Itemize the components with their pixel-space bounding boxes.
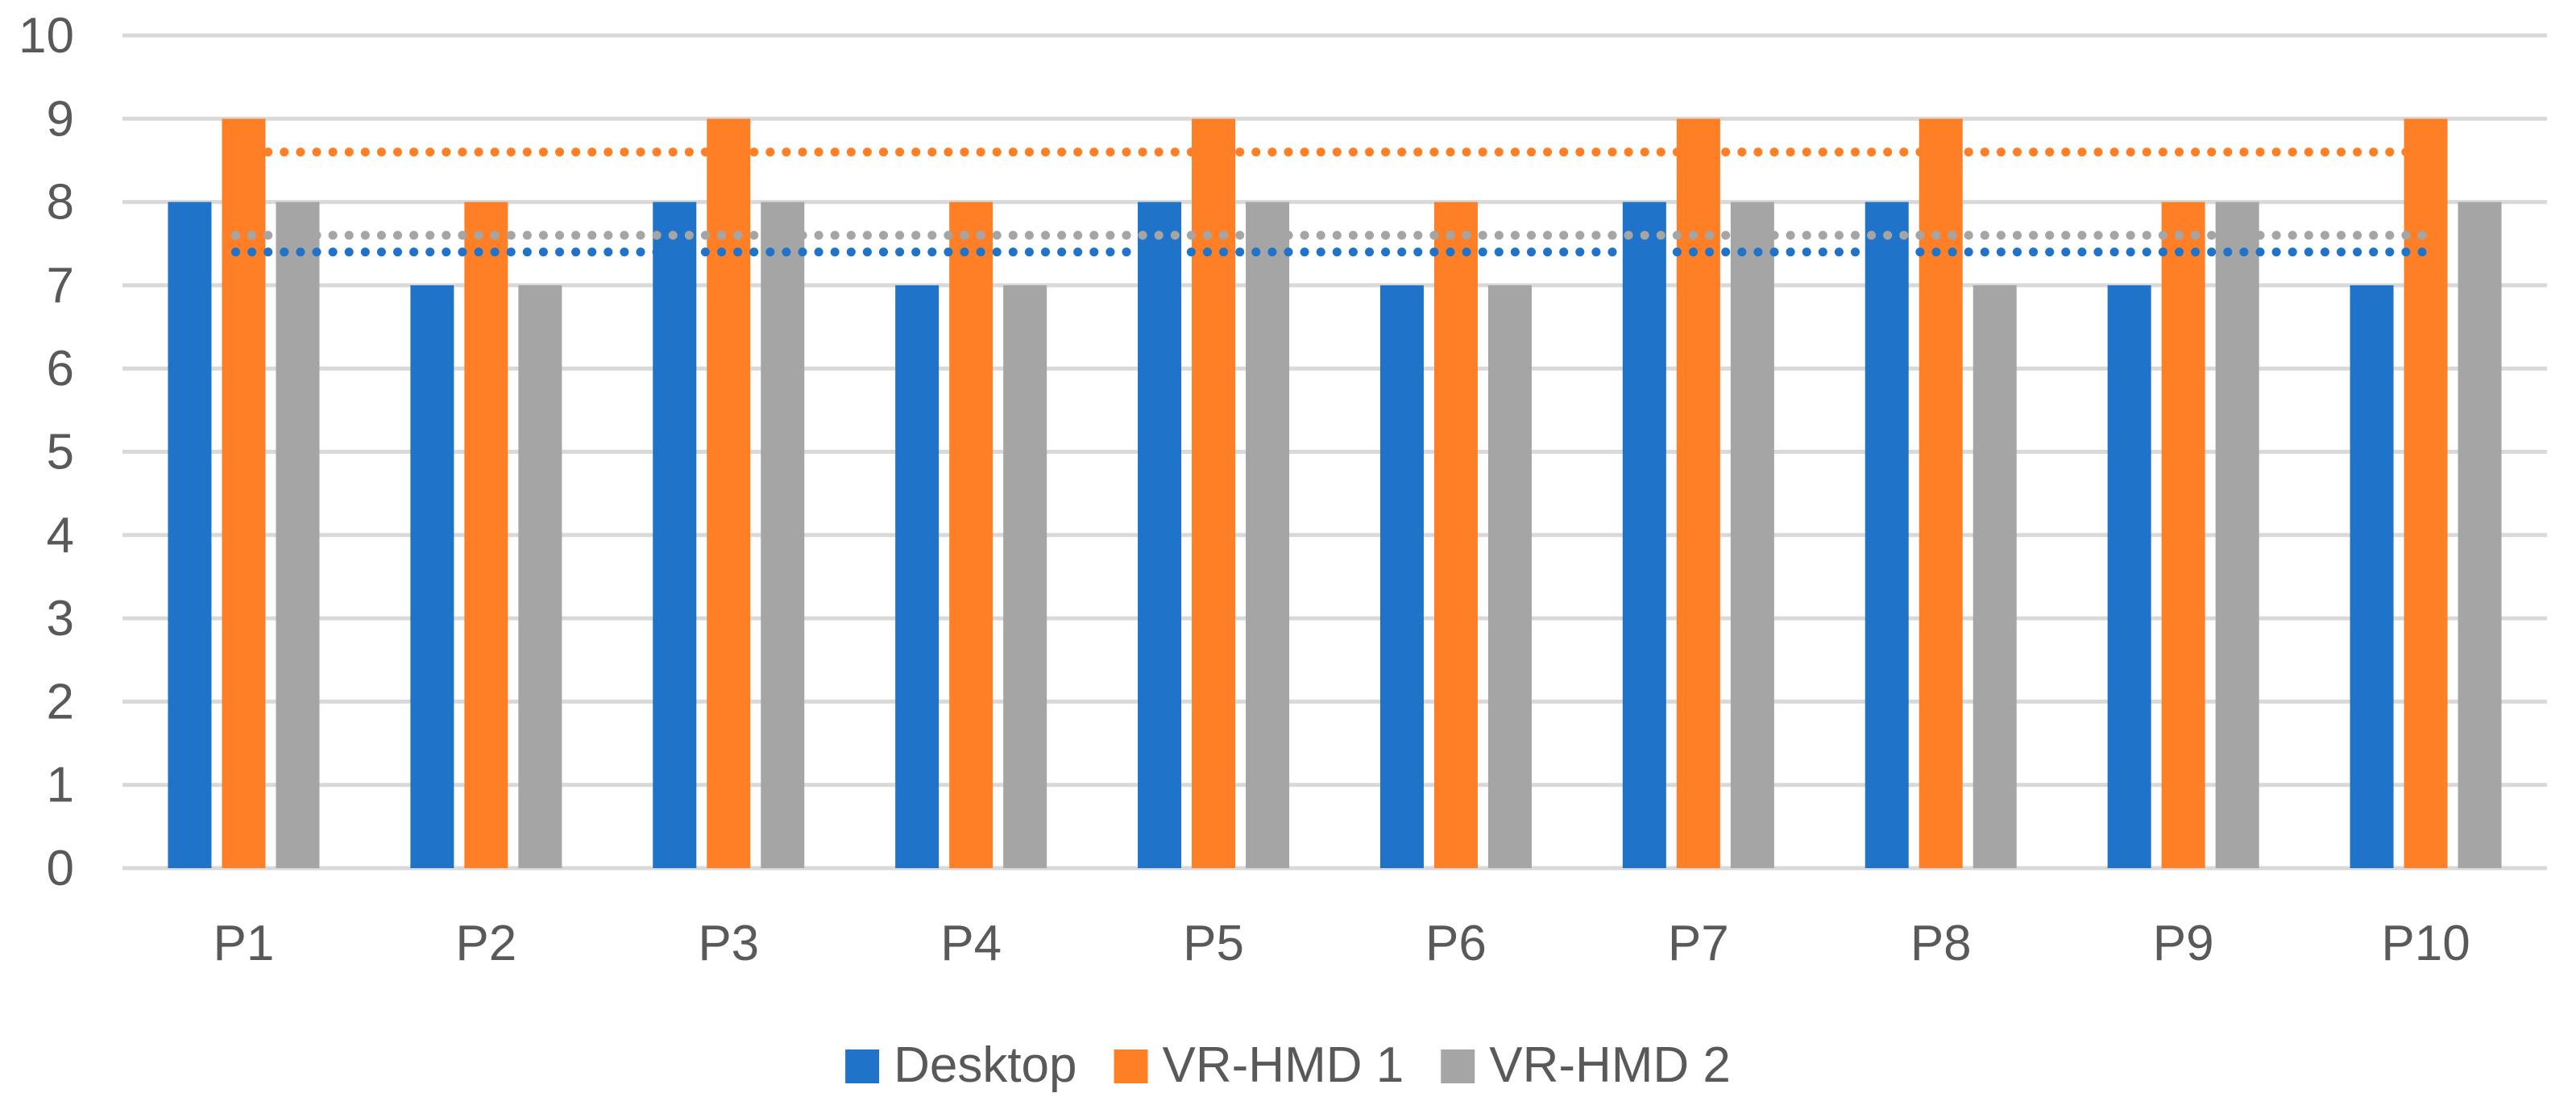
legend-swatch — [845, 1049, 880, 1083]
bar-desktop-p2 — [410, 285, 454, 868]
y-tick-label: 8 — [47, 175, 74, 231]
legend-label: VR-HMD 1 — [1163, 1037, 1404, 1093]
y-tick-label: 5 — [47, 425, 74, 480]
bar-vr-hmd-2-p9 — [2215, 202, 2259, 869]
x-axis-tick-labels: P1 P2 P3 P4 P5 P6 P7 P8 P9 P10 — [214, 916, 2470, 971]
bar-vr-hmd-2-p6 — [1487, 285, 1532, 868]
legend-swatch — [1114, 1049, 1148, 1083]
legend: Desktop VR-HMD 1 VR-HMD 2 — [845, 1037, 1731, 1093]
x-tick-label: P4 — [940, 916, 1002, 971]
x-tick-label: P7 — [1668, 916, 1729, 971]
bar-vr-hmd-2-p10 — [2458, 202, 2502, 869]
bar-vr-hmd-1-p9 — [2161, 202, 2205, 869]
y-tick-label: 9 — [47, 91, 74, 147]
y-tick-label: 1 — [47, 758, 74, 813]
y-tick-label: 0 — [47, 841, 74, 896]
bar-desktop-p10 — [2350, 285, 2394, 868]
y-tick-label: 10 — [19, 8, 74, 64]
bar-vr-hmd-1-p3 — [707, 118, 751, 869]
bar-vr-hmd-2-p2 — [518, 285, 562, 868]
y-tick-label: 3 — [47, 591, 74, 646]
y-tick-label: 7 — [47, 258, 74, 314]
legend-item-vr-hmd-1: VR-HMD 1 — [1114, 1037, 1404, 1093]
x-tick-label: P9 — [2153, 916, 2214, 971]
y-tick-label: 6 — [47, 341, 74, 397]
bar-desktop-p6 — [1379, 285, 1424, 868]
bar-desktop-p7 — [1622, 202, 1666, 869]
x-tick-label: P8 — [1910, 916, 1972, 971]
bar-vr-hmd-1-p8 — [1919, 118, 1963, 869]
y-tick-label: 2 — [47, 674, 74, 729]
bar-vr-hmd-2-p3 — [761, 202, 805, 869]
legend-label: VR-HMD 2 — [1489, 1037, 1731, 1093]
bars — [168, 118, 2502, 869]
legend-item-vr-hmd-2: VR-HMD 2 — [1441, 1037, 1731, 1093]
legend-swatch — [1441, 1049, 1475, 1083]
bar-vr-hmd-2-p8 — [1972, 285, 2017, 868]
bar-vr-hmd-1-p10 — [2404, 118, 2448, 869]
x-tick-label: P5 — [1183, 916, 1244, 971]
bar-vr-hmd-1-p2 — [464, 202, 508, 869]
bar-desktop-p8 — [1865, 202, 1909, 869]
bar-desktop-p3 — [653, 202, 697, 869]
x-tick-label: P1 — [214, 916, 275, 971]
bar-desktop-p4 — [895, 285, 940, 868]
bar-vr-hmd-2-p1 — [276, 202, 320, 869]
x-tick-label: P10 — [2381, 916, 2470, 971]
bar-vr-hmd-1-p7 — [1676, 118, 1720, 869]
bar-vr-hmd-1-p5 — [1192, 118, 1236, 869]
x-tick-label: P6 — [1425, 916, 1487, 971]
legend-item-desktop: Desktop — [845, 1037, 1077, 1093]
bar-vr-hmd-2-p7 — [1730, 202, 1774, 869]
x-tick-label: P3 — [698, 916, 759, 971]
bar-vr-hmd-2-p4 — [1003, 285, 1047, 868]
bar-vr-hmd-1-p6 — [1433, 202, 1478, 869]
legend-label: Desktop — [894, 1037, 1076, 1093]
x-tick-label: P2 — [455, 916, 516, 971]
bar-desktop-p9 — [2107, 285, 2151, 868]
bar-vr-hmd-2-p5 — [1246, 202, 1290, 869]
bar-desktop-p5 — [1138, 202, 1182, 869]
bar-vr-hmd-1-p1 — [222, 118, 266, 869]
y-axis-tick-labels: 0 1 2 3 4 5 6 7 8 9 10 — [19, 8, 74, 896]
bar-desktop-p1 — [168, 202, 212, 869]
y-tick-label: 4 — [47, 508, 74, 563]
bar-vr-hmd-1-p4 — [949, 202, 993, 869]
